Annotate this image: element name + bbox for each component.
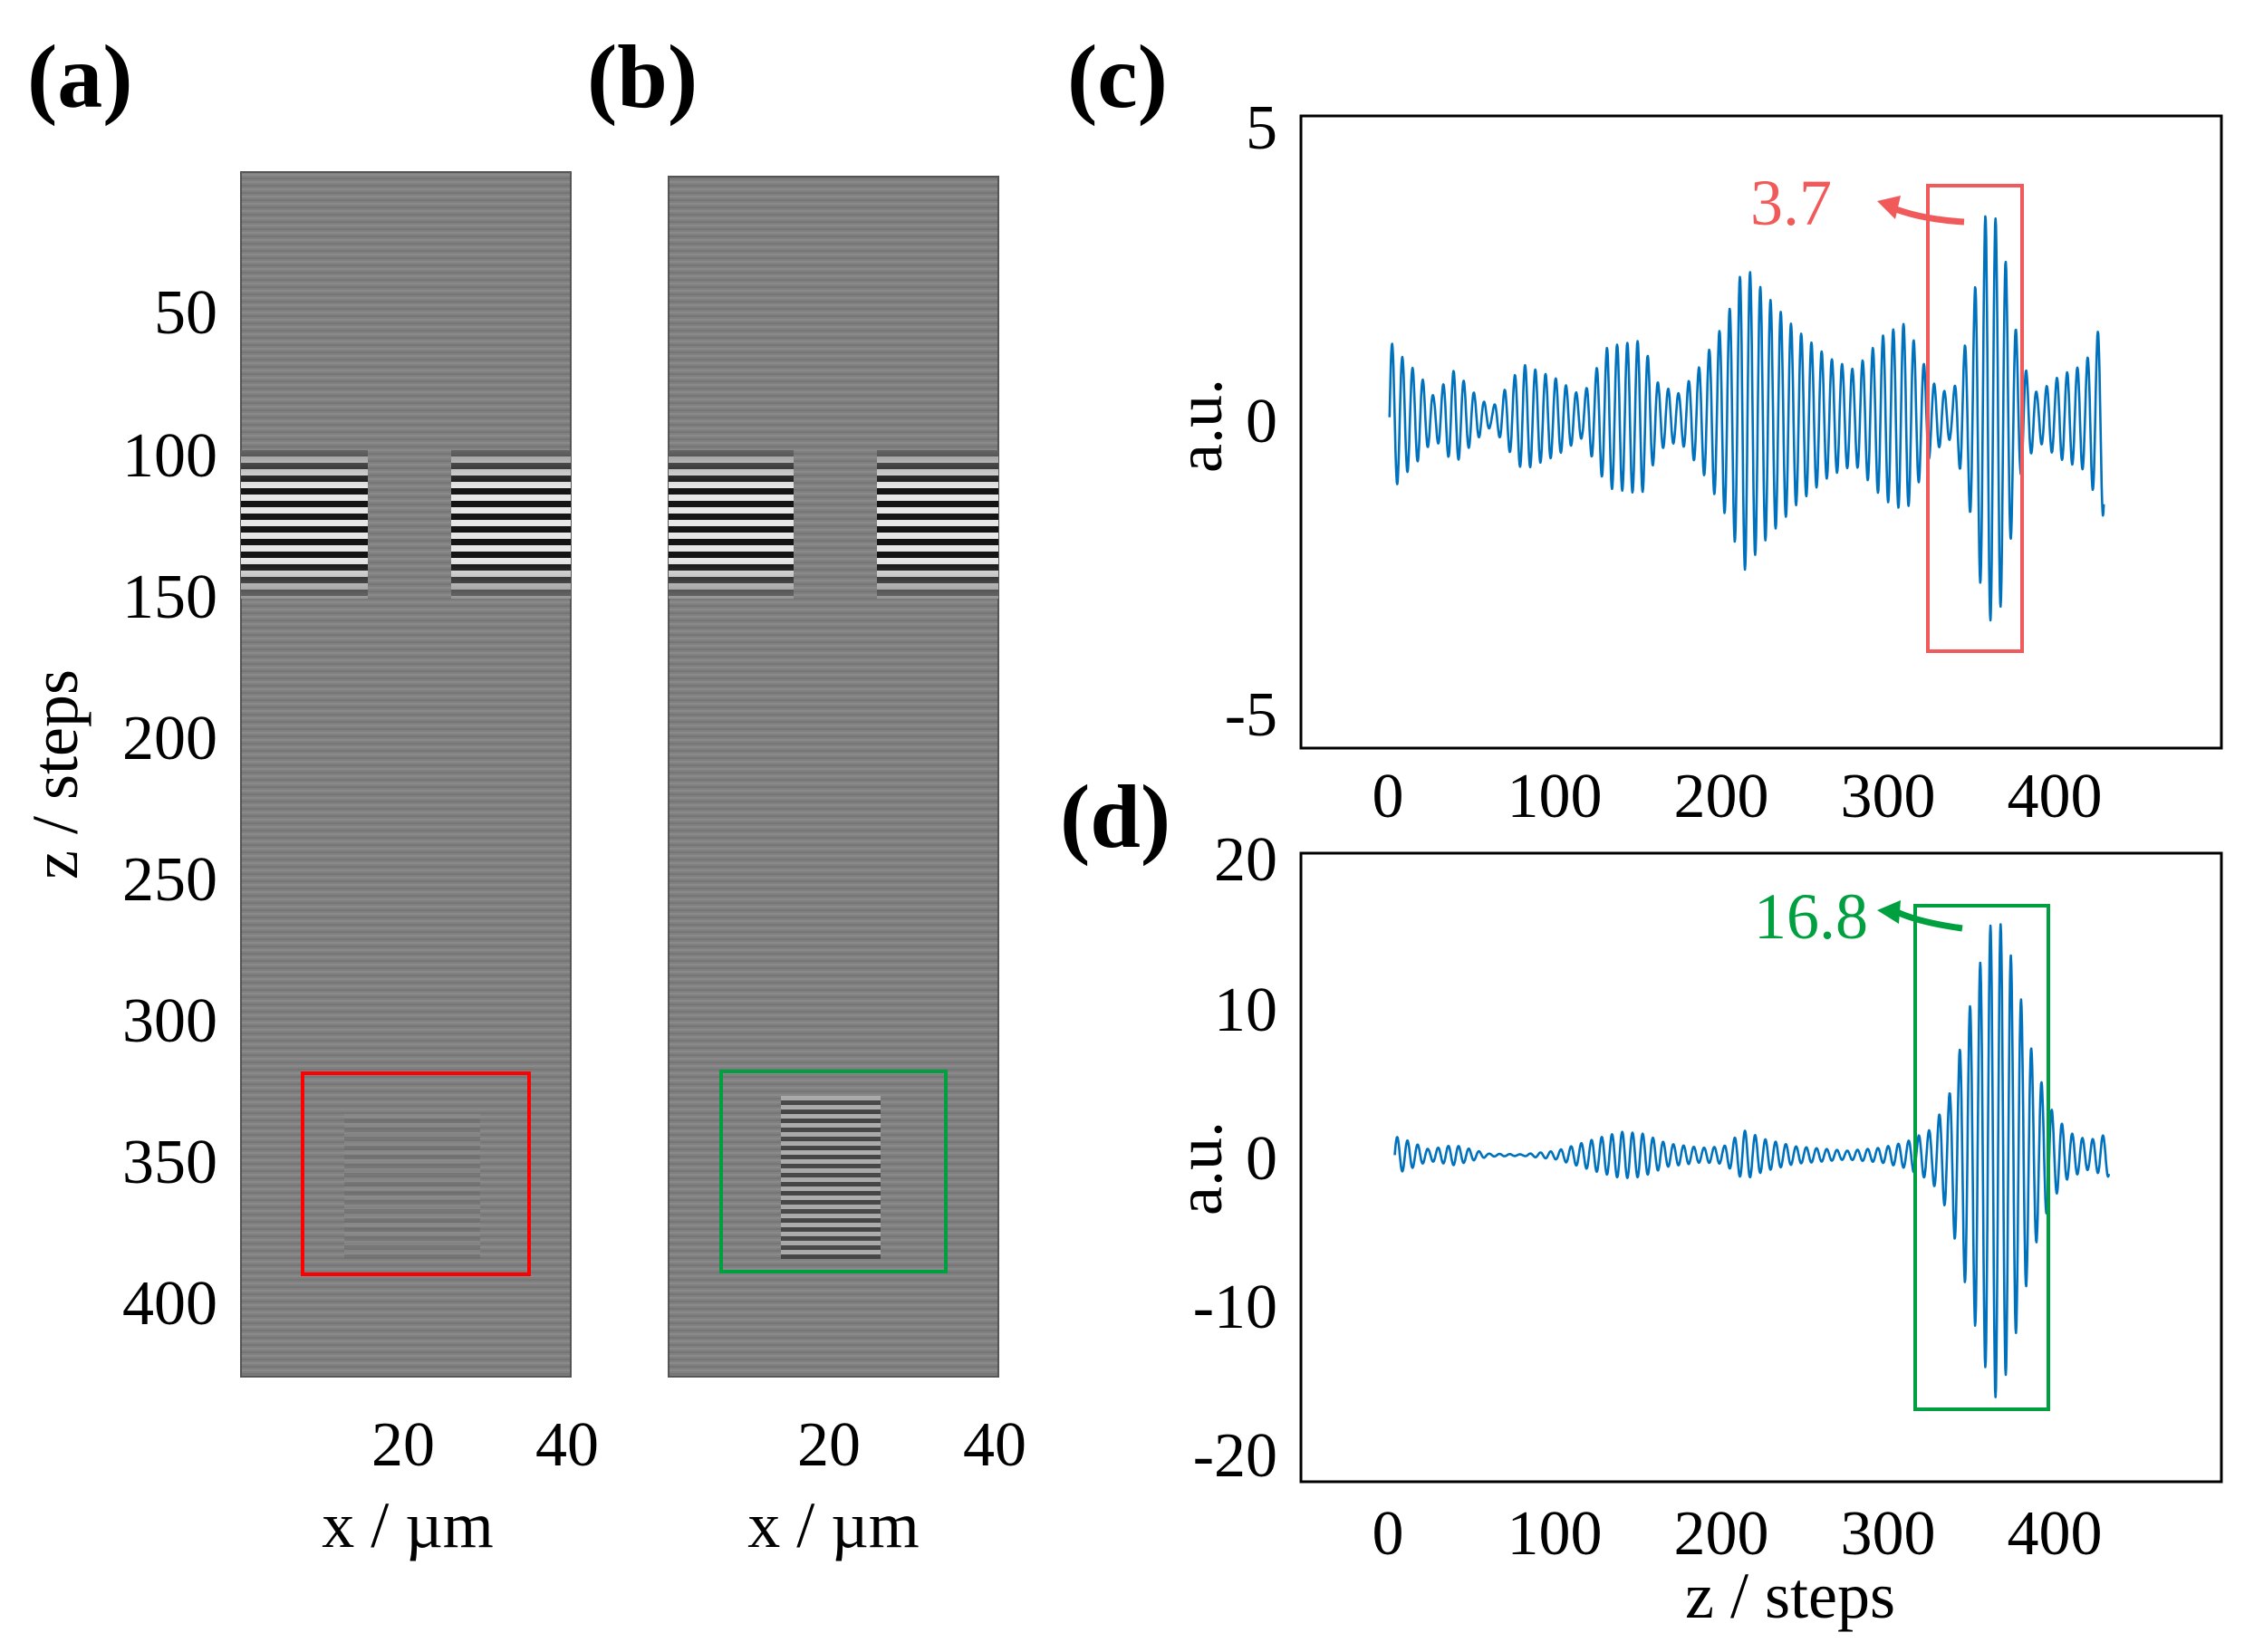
xtick-c-200: 200 (1674, 762, 1769, 831)
panel-label-d: (d) (1060, 766, 1170, 867)
x-axis-label-d: z / steps (1685, 1560, 1895, 1632)
x-axis-ticks-c: 0 100 200 300 400 (1373, 762, 2103, 831)
y-axis-ticks-c: 5 0 -5 (1225, 93, 1277, 750)
fringe-band-left-b-fade (669, 450, 794, 599)
y-axis-label-c: a.u. (1163, 379, 1236, 473)
ytick-d-neg20: -20 (1193, 1421, 1277, 1491)
xtick-d-300: 300 (1841, 1499, 1936, 1569)
y-axis-ticks-d: 20 10 0 -10 -20 (1193, 825, 1277, 1491)
plot-frame-d (1299, 851, 2223, 1484)
ytick-d-0: 0 (1246, 1124, 1277, 1194)
panel-label-c: (c) (1067, 26, 1168, 127)
ytick-a-400: 400 (122, 1269, 217, 1339)
x-axis-ticks-d: 0 100 200 300 400 (1373, 1499, 2103, 1569)
xtick-c-0: 0 (1373, 762, 1404, 831)
panel-c: (c) 3.7 5 0 -5 0 100 200 300 400 a.u. (1067, 26, 2223, 831)
fringe-band-left-a-fade (241, 450, 368, 599)
ytick-a-200: 200 (122, 704, 217, 773)
ytick-a-150: 150 (122, 562, 217, 632)
y-axis-ticks-a: 50 100 150 200 250 300 350 400 (122, 278, 217, 1339)
panel-d: (d) 16.8 20 10 0 -10 -20 0 100 200 300 4… (1060, 766, 2223, 1632)
panel-b: (b) 20 40 x / µm (587, 26, 1026, 1561)
xtick-b-20: 20 (797, 1410, 861, 1480)
xtick-d-100: 100 (1507, 1499, 1603, 1569)
highlight-box-c (1926, 184, 2024, 653)
annotation-label-c: 3.7 (1750, 167, 1832, 239)
panel-label-b: (b) (587, 26, 698, 127)
ytick-c-neg5: -5 (1225, 680, 1277, 750)
signal-line-d (1393, 923, 2111, 1398)
highlight-box-a (301, 1071, 531, 1276)
ytick-a-300: 300 (122, 986, 217, 1056)
annotation-arrowhead-c (1877, 196, 1901, 219)
fringe-band-right-a-fade (451, 450, 571, 599)
ytick-c-0: 0 (1246, 387, 1277, 456)
xtick-c-400: 400 (2008, 762, 2103, 831)
annotation-arrow-d (1893, 908, 1963, 932)
ytick-a-100: 100 (122, 421, 217, 491)
ytick-d-10: 10 (1214, 975, 1277, 1045)
panel-a: (a) 50 100 150 200 250 300 350 400 z / s… (19, 26, 599, 1561)
annotation-arrowhead-d (1877, 900, 1901, 924)
ytick-a-50: 50 (154, 278, 217, 348)
ytick-a-250: 250 (122, 845, 217, 915)
highlight-box-b (719, 1070, 948, 1273)
fringe-band-right-b-fade (877, 450, 998, 599)
xtick-d-400: 400 (2008, 1499, 2103, 1569)
y-axis-label-a: z / steps (19, 669, 92, 879)
ytick-a-350: 350 (122, 1128, 217, 1197)
x-axis-label-b: x / µm (747, 1489, 920, 1561)
focus-region-b (781, 1096, 881, 1259)
y-axis-label-d: a.u. (1163, 1121, 1236, 1215)
panel-label-a: (a) (27, 26, 133, 127)
x-axis-label-a: x / µm (322, 1489, 494, 1561)
xtick-a-20: 20 (371, 1410, 435, 1480)
xtick-a-40: 40 (535, 1410, 599, 1480)
focus-region-a (344, 1114, 480, 1259)
xtick-b-40: 40 (963, 1410, 1026, 1480)
xtick-d-0: 0 (1373, 1499, 1404, 1569)
xtick-d-200: 200 (1674, 1499, 1769, 1569)
annotation-label-d: 16.8 (1754, 880, 1868, 953)
ytick-c-5: 5 (1246, 93, 1277, 163)
xtick-c-300: 300 (1841, 762, 1936, 831)
highlight-box-d (1913, 904, 2050, 1411)
signal-line-c (1388, 215, 2105, 622)
plot-frame-c (1299, 114, 2223, 750)
ytick-d-20: 20 (1214, 825, 1277, 895)
ytick-d-neg10: -10 (1193, 1273, 1277, 1342)
xtick-c-100: 100 (1507, 762, 1603, 831)
